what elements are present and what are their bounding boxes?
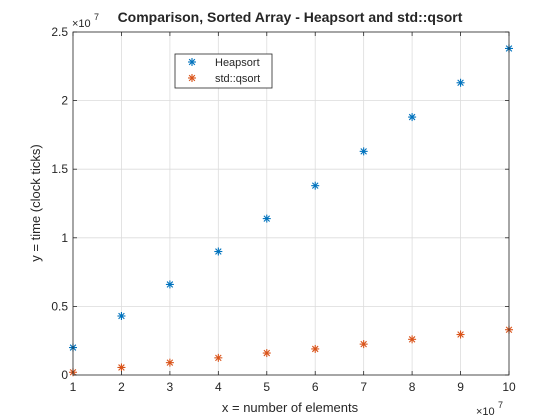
- legend-marker-qsort: [188, 74, 196, 82]
- x-multiplier-base: ×10: [476, 406, 495, 418]
- series-heapsort: [69, 44, 513, 352]
- legend-asterisk: [188, 74, 196, 82]
- x-tick-label: 6: [312, 380, 319, 394]
- y-tick-label: 0.5: [51, 299, 68, 313]
- x-tick-label: 3: [167, 380, 174, 394]
- y-tick-label: 1.5: [51, 162, 68, 176]
- y-tick-label: 0: [61, 368, 68, 382]
- x-tick-label: 5: [263, 380, 270, 394]
- data-point: [165, 358, 174, 367]
- tick-labels: 1 2 3 4 5 6 7 8 9 10 0 0.5 1 1.5 2 2.5: [51, 25, 516, 394]
- data-point: [311, 181, 320, 190]
- legend-label-qsort: std::qsort: [215, 73, 260, 85]
- grid-lines: [72, 31, 510, 376]
- data-point: [214, 247, 223, 256]
- y-axis-multiplier: ×10 7: [72, 12, 99, 30]
- data-point: [214, 353, 223, 362]
- data-point: [456, 78, 465, 87]
- x-axis-multiplier: ×10 7: [476, 400, 503, 418]
- plot-series: [69, 44, 513, 377]
- y-tick-label: 2.5: [51, 25, 68, 39]
- x-tick-label: 1: [70, 380, 77, 394]
- y-multiplier-exponent: 7: [94, 12, 99, 22]
- legend-label-heapsort: Heapsort: [215, 57, 260, 69]
- y-tick-label: 1: [61, 231, 68, 245]
- x-multiplier-exponent: 7: [498, 400, 503, 410]
- data-point: [359, 147, 368, 156]
- chart-title: Comparison, Sorted Array - Heapsort and …: [118, 9, 463, 25]
- x-tick-label: 8: [409, 380, 416, 394]
- legend-marker-heapsort: [188, 58, 196, 66]
- y-multiplier-base: ×10: [72, 18, 91, 30]
- data-point: [456, 330, 465, 339]
- data-point: [165, 280, 174, 289]
- x-tick-label: 9: [457, 380, 464, 394]
- tick-marks: [72, 31, 510, 376]
- y-axis-label: y = time (clock ticks): [28, 144, 43, 261]
- axes-box: [72, 31, 510, 376]
- legend-box: [174, 53, 273, 89]
- x-tick-label: 4: [215, 380, 222, 394]
- data-point: [262, 349, 271, 358]
- data-point: [408, 113, 417, 122]
- y-tick-label: 2: [61, 94, 68, 108]
- x-axis-label: x = number of elements: [222, 400, 359, 415]
- x-tick-label: 10: [502, 380, 516, 394]
- data-point: [117, 363, 126, 372]
- data-point: [262, 214, 271, 223]
- series-qsort: [69, 325, 513, 377]
- legend-asterisk: [188, 58, 196, 66]
- x-tick-label: 2: [118, 380, 125, 394]
- data-point: [408, 335, 417, 344]
- data-point: [311, 344, 320, 353]
- data-point: [359, 340, 368, 349]
- x-tick-label: 7: [360, 380, 367, 394]
- data-point: [117, 312, 126, 321]
- legend: Heapsort std::qsort: [174, 53, 273, 89]
